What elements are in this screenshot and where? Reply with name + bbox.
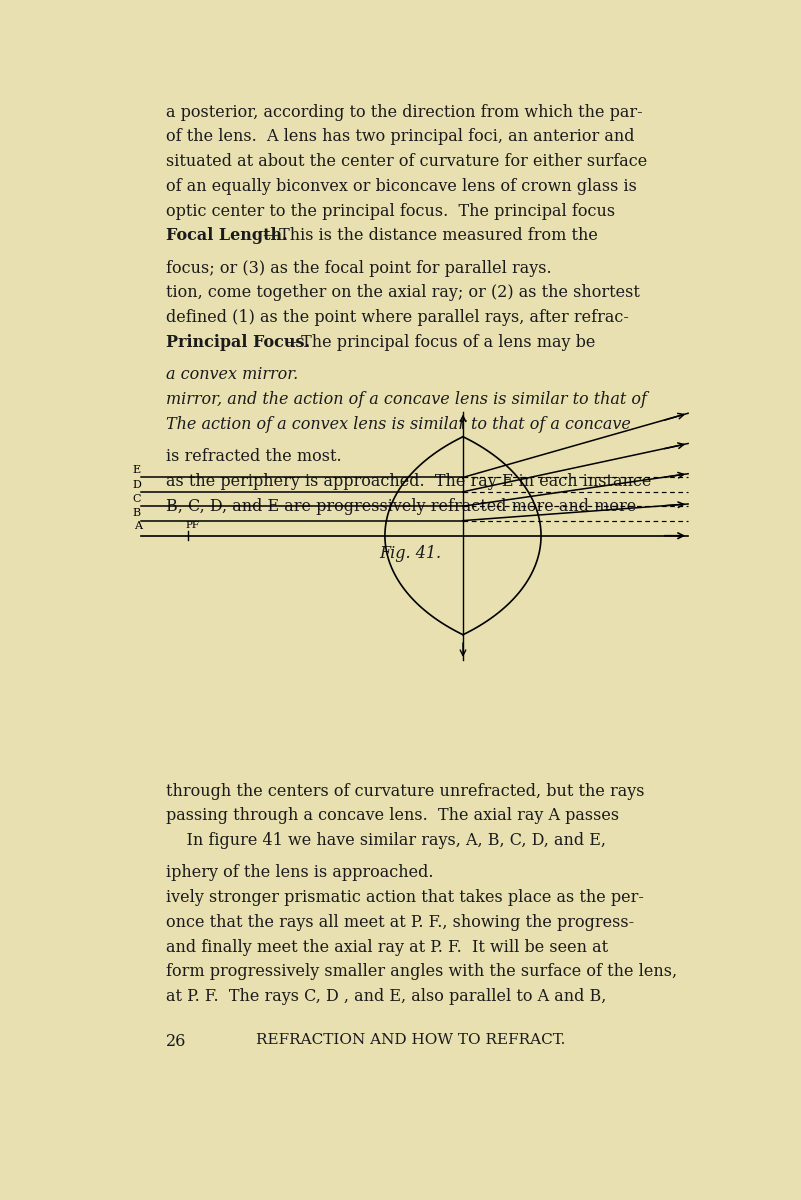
Text: PF: PF [185, 521, 199, 529]
Text: through the centers of curvature unrefracted, but the rays: through the centers of curvature unrefra… [166, 782, 645, 799]
Text: and finally meet the axial ray at P. F.  It will be seen at: and finally meet the axial ray at P. F. … [166, 938, 608, 955]
Text: a convex mirror.: a convex mirror. [166, 366, 298, 383]
Text: focus; or (3) as the focal point for parallel rays.: focus; or (3) as the focal point for par… [166, 259, 552, 277]
Text: REFRACTION AND HOW TO REFRACT.: REFRACTION AND HOW TO REFRACT. [256, 1033, 566, 1046]
Text: Principal Focus.: Principal Focus. [166, 334, 310, 350]
Text: ively stronger prismatic action that takes place as the per-: ively stronger prismatic action that tak… [166, 889, 644, 906]
Text: optic center to the principal focus.  The principal focus: optic center to the principal focus. The… [166, 203, 615, 220]
Text: at P. F.  The rays C, D , and E, also parallel to A and B,: at P. F. The rays C, D , and E, also par… [166, 989, 606, 1006]
Text: situated at about the center of curvature for either surface: situated at about the center of curvatur… [166, 154, 647, 170]
Text: is refracted the most.: is refracted the most. [166, 448, 341, 464]
Text: mirror, and the action of a concave lens is similar to that of: mirror, and the action of a concave lens… [166, 391, 647, 408]
Text: E: E [133, 466, 141, 475]
Text: B, C, D, and E are progressively refracted more and more: B, C, D, and E are progressively refract… [166, 498, 636, 515]
Text: 26: 26 [166, 1033, 187, 1050]
Text: as the periphery is approached.  The ray E in each instance: as the periphery is approached. The ray … [166, 473, 651, 490]
Text: D: D [133, 480, 142, 490]
Text: tion, come together on the axial ray; or (2) as the shortest: tion, come together on the axial ray; or… [166, 284, 640, 301]
Text: C: C [133, 494, 141, 504]
Text: In figure 41 we have similar rays, A, B, C, D, and E,: In figure 41 we have similar rays, A, B,… [166, 832, 606, 850]
Text: Focal Length.: Focal Length. [166, 228, 288, 245]
Text: defined (1) as the point where parallel rays, after refrac-: defined (1) as the point where parallel … [166, 310, 629, 326]
Text: A: A [135, 521, 143, 532]
Text: B: B [133, 509, 141, 518]
Text: form progressively smaller angles with the surface of the lens,: form progressively smaller angles with t… [166, 964, 677, 980]
Text: iphery of the lens is approached.: iphery of the lens is approached. [166, 864, 433, 881]
Text: —This is the distance measured from the: —This is the distance measured from the [263, 228, 598, 245]
Text: The action of a convex lens is similar to that of a concave: The action of a convex lens is similar t… [166, 415, 631, 433]
Text: of the lens.  A lens has two principal foci, an anterior and: of the lens. A lens has two principal fo… [166, 128, 634, 145]
Text: —The principal focus of a lens may be: —The principal focus of a lens may be [285, 334, 595, 350]
Text: Fig. 41.: Fig. 41. [380, 545, 441, 562]
Text: a posterior, according to the direction from which the par-: a posterior, according to the direction … [166, 103, 642, 120]
Text: once that the rays all meet at P. F., showing the progress-: once that the rays all meet at P. F., sh… [166, 914, 634, 931]
Text: of an equally biconvex or biconcave lens of crown glass is: of an equally biconvex or biconcave lens… [166, 178, 637, 194]
Text: passing through a concave lens.  The axial ray A passes: passing through a concave lens. The axia… [166, 808, 619, 824]
